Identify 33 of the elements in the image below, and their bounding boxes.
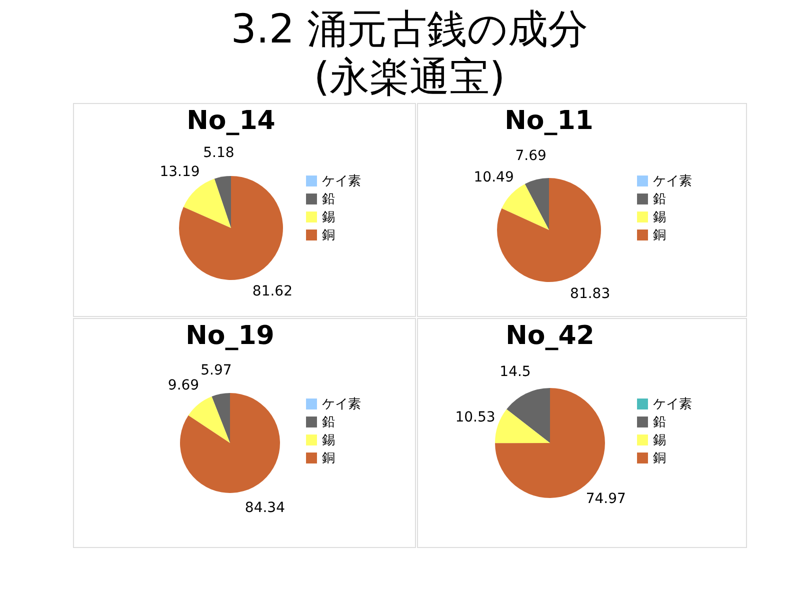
chart-title: No_11	[504, 106, 594, 136]
data-label: 9.69	[168, 377, 200, 394]
legend-label: 錫	[653, 210, 666, 225]
data-label: 14.5	[500, 364, 531, 380]
data-label: 10.53	[455, 409, 496, 426]
legend-label: 銅	[653, 228, 666, 243]
data-label: 10.49	[474, 170, 514, 186]
legend-label: 鉛	[653, 415, 666, 430]
legend-label: ケイ素	[322, 397, 361, 412]
data-label: 5.97	[200, 362, 232, 378]
legend-label: 鉛	[322, 192, 335, 207]
legend-label: 鉛	[653, 192, 666, 207]
chart-title: No_42	[506, 321, 594, 351]
data-label: 74.97	[586, 490, 626, 507]
legend-label: ケイ素	[653, 174, 692, 189]
data-label: 84.34	[244, 500, 286, 516]
legend-label: 錫	[322, 433, 335, 448]
legend-label: 銅	[322, 228, 335, 243]
legend-label: 銅	[653, 451, 666, 466]
legend-label: 錫	[322, 210, 335, 225]
legend-label: 銅	[322, 451, 335, 466]
chart-title: No_14	[186, 106, 276, 136]
legend-label: 鉛	[322, 415, 335, 430]
legend-label: ケイ素	[322, 174, 361, 189]
data-label: 81.62	[252, 284, 293, 300]
data-label: 5.18	[203, 145, 234, 162]
data-label: 7.69	[515, 148, 546, 164]
chart-title: No_19	[186, 321, 274, 351]
legend-label: ケイ素	[653, 397, 692, 412]
text: 3.2 涌元古銭の成分 (永楽通宝)	[230, 6, 588, 100]
data-label: 81.83	[570, 286, 610, 302]
legend-label: 錫	[653, 433, 666, 448]
data-label: 13.19	[160, 164, 200, 180]
